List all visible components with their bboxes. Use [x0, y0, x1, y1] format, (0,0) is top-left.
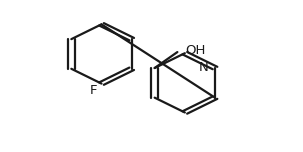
Text: N: N	[198, 61, 208, 74]
Text: F: F	[90, 84, 98, 97]
Text: OH: OH	[185, 44, 205, 57]
